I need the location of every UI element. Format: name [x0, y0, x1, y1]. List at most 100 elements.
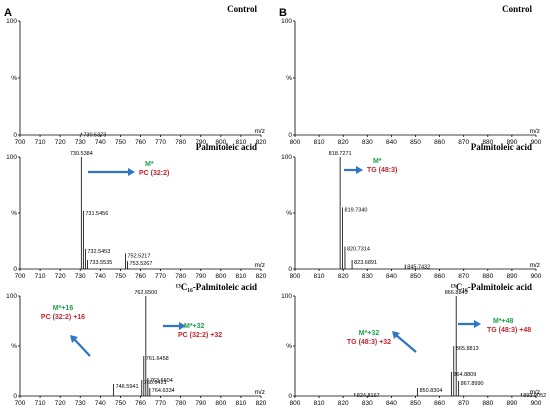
x-axis-label: m/z	[255, 389, 265, 396]
peak-label: 824.8167	[357, 393, 380, 399]
arrowhead-icon	[70, 335, 78, 343]
x-tick-label: 740	[95, 273, 106, 280]
annotation-lipid-label: PC (32:2) +32	[178, 332, 222, 339]
x-tick-label: 800	[215, 139, 226, 146]
x-tick-label: 870	[458, 273, 469, 280]
y-tick-label: 100	[6, 154, 17, 161]
x-tick-label: 820	[256, 273, 267, 280]
annotation-ion-label: M*	[373, 158, 382, 165]
y-tick-label: %	[286, 210, 292, 217]
x-tick-label: 830	[362, 400, 373, 407]
spectrum-title: Control	[227, 4, 257, 14]
peak-label: 823.6891	[354, 260, 377, 266]
x-tick-label: 820	[256, 139, 267, 146]
annotation-ion-label: M*	[145, 161, 154, 168]
arrowhead-icon	[128, 168, 135, 176]
peak-label: 820.7314	[347, 247, 370, 253]
peak-label: 746.5941	[116, 384, 139, 390]
x-tick-label: 760	[135, 273, 146, 280]
peak-label: 893.9052	[523, 393, 546, 399]
x-tick-label: 860	[434, 273, 445, 280]
y-tick-label: 100	[281, 293, 292, 300]
x-tick-label: 820	[338, 139, 349, 146]
annotation-lipid-label: PC (32:2)	[139, 170, 169, 177]
x-tick-label: 770	[155, 139, 166, 146]
annotation-lipid-label: TG (48:3)	[367, 167, 397, 174]
x-tick-label: 890	[506, 273, 517, 280]
x-tick-label: 800	[215, 273, 226, 280]
x-tick-label: 830	[362, 139, 373, 146]
x-tick-label: 790	[195, 273, 206, 280]
peak-label: 732.5453	[87, 249, 110, 255]
peak-label: 730.5384	[70, 151, 93, 157]
x-tick-label: 710	[35, 139, 46, 146]
x-tick-label: 820	[338, 400, 349, 407]
x-tick-label: 760	[135, 400, 146, 407]
spectrum-title: Palmitoleic acid	[196, 142, 257, 152]
annotation-arrow	[73, 338, 91, 357]
peak-label: 733.5535	[89, 260, 112, 266]
x-tick-label: 800	[290, 400, 301, 407]
y-tick-label: 100	[6, 293, 17, 300]
x-tick-label: 740	[95, 139, 106, 146]
x-tick-label: 790	[195, 139, 206, 146]
x-tick-label: 760	[135, 139, 146, 146]
x-tick-label: 900	[531, 400, 542, 407]
x-tick-label: 730	[75, 400, 86, 407]
peak-label: 864.8809	[453, 372, 476, 378]
x-tick-label: 720	[55, 139, 66, 146]
x-tick-label: 850	[410, 139, 421, 146]
x-tick-label: 810	[235, 273, 246, 280]
x-tick-label: 800	[290, 139, 301, 146]
x-tick-label: 830	[362, 273, 373, 280]
x-tick-label: 860	[434, 139, 445, 146]
peak-label: 753.5267	[129, 261, 152, 267]
x-tick-label: 840	[386, 400, 397, 407]
x-tick-label: 730	[75, 273, 86, 280]
spectrum-title: Control	[502, 4, 532, 14]
y-tick-label: 0	[13, 393, 17, 400]
x-tick-label: 810	[235, 139, 246, 146]
arrowhead-icon	[474, 320, 481, 328]
y-tick-label: 100	[6, 18, 17, 25]
y-tick-label: %	[11, 75, 17, 82]
y-tick-label: %	[11, 343, 17, 350]
x-tick-label: 800	[215, 400, 226, 407]
panel-label-b: B	[279, 7, 287, 19]
x-tick-label: 780	[175, 400, 186, 407]
x-tick-label: 840	[386, 139, 397, 146]
x-tick-label: 740	[95, 400, 106, 407]
peak-label: 867.8990	[461, 381, 484, 387]
x-tick-label: 860	[434, 400, 445, 407]
x-tick-label: 850	[410, 400, 421, 407]
x-tick-label: 810	[314, 400, 325, 407]
y-tick-label: 0	[13, 132, 17, 139]
x-tick-label: 750	[115, 273, 126, 280]
x-tick-label: 780	[175, 273, 186, 280]
y-tick-label: 100	[281, 18, 292, 25]
annotation-ion-label: M*+48	[493, 318, 514, 325]
annotation-lipid-label: TG (48:3) +48	[487, 327, 531, 334]
x-axis-label: m/z	[255, 128, 265, 135]
annotation-lipid-label: TG (48:3) +32	[347, 339, 391, 346]
peak-label: 763.6604	[150, 378, 173, 384]
x-tick-label: 770	[155, 273, 166, 280]
x-tick-label: 870	[458, 400, 469, 407]
y-tick-label: 0	[288, 393, 292, 400]
x-tick-label: 840	[386, 273, 397, 280]
x-tick-label: 890	[506, 400, 517, 407]
annotation-ion-label: M*+32	[184, 323, 205, 330]
x-tick-label: 710	[35, 400, 46, 407]
peak-label: 866.8843	[445, 290, 468, 296]
annotation-arrow	[395, 334, 417, 353]
peak-label: 845.7432	[407, 265, 430, 271]
y-tick-label: 0	[288, 266, 292, 273]
x-tick-label: 870	[458, 139, 469, 146]
peak-label: 761.6458	[146, 356, 169, 362]
peak-label: 850.8304	[420, 388, 443, 394]
spectrum-title: ¹³C₁₆-Palmitoleic acid	[450, 282, 532, 292]
y-tick-label: 0	[288, 132, 292, 139]
